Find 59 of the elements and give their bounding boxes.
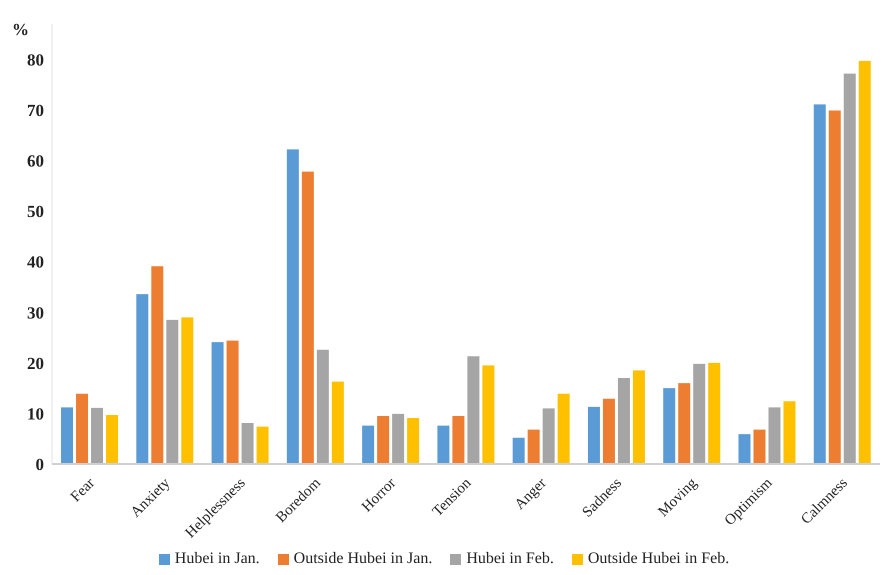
bar (242, 423, 254, 464)
bar (632, 370, 645, 464)
bar (166, 320, 178, 464)
bar (212, 342, 224, 464)
bar (362, 426, 374, 464)
bar (828, 110, 841, 464)
bar (858, 60, 871, 464)
bar (814, 104, 826, 464)
bar (377, 416, 390, 464)
y-tick-label: 80 (27, 50, 44, 70)
bar (256, 426, 269, 464)
bar (316, 350, 329, 464)
bar (708, 362, 720, 464)
y-tick-label: 0 (36, 455, 44, 474)
bar (181, 317, 194, 464)
y-tick-label: 70 (27, 101, 44, 120)
bar (663, 388, 676, 464)
bar (332, 382, 344, 464)
y-tick-label: 10 (27, 404, 44, 424)
y-tick-label: 40 (27, 252, 44, 272)
bar (61, 407, 74, 464)
bar (528, 430, 540, 464)
bar (302, 172, 314, 464)
legend-label: Outside Hubei in Jan. (292, 550, 432, 568)
bar (452, 416, 464, 464)
bar (106, 414, 118, 464)
bar (76, 394, 88, 464)
bar (286, 149, 299, 464)
bar (753, 430, 766, 464)
x-tick-label: Fear (68, 475, 98, 506)
bar (136, 294, 148, 464)
legend-label: Hubei in Feb. (465, 550, 554, 568)
legend-label: Outside Hubei in Feb. (586, 550, 730, 568)
bar (844, 74, 856, 464)
bar (558, 394, 570, 464)
bar (678, 383, 690, 464)
y-tick-label: 50 (27, 202, 44, 222)
y-tick-label: 20 (27, 354, 44, 373)
bar (226, 340, 239, 464)
bar (542, 408, 555, 464)
y-tick-label: 30 (27, 303, 44, 322)
bar (783, 401, 796, 464)
legend-label: Hubei in Jan. (174, 550, 260, 568)
y-axis-title: % (12, 20, 29, 40)
bar (467, 356, 480, 464)
bar (693, 364, 706, 464)
bar (738, 434, 750, 464)
bar (512, 438, 525, 464)
bar (91, 408, 104, 464)
bar (392, 414, 404, 464)
bar (437, 426, 450, 464)
bar (588, 406, 600, 464)
bar (407, 418, 420, 464)
bar (482, 365, 494, 464)
bar (768, 407, 780, 464)
bar (618, 378, 630, 464)
bar (602, 398, 615, 464)
bar (151, 266, 164, 464)
y-tick-label: 60 (27, 152, 44, 171)
